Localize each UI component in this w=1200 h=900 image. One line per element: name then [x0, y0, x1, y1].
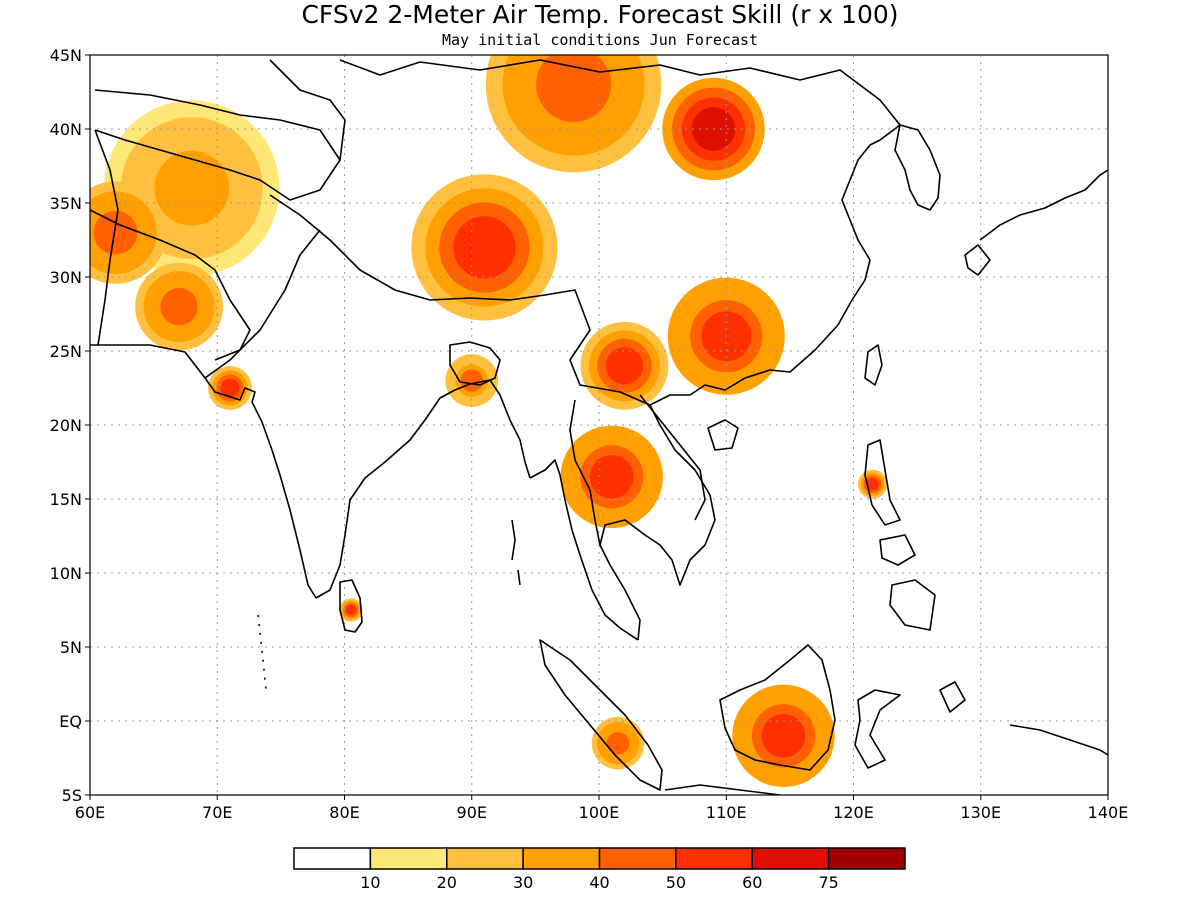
skill-contour [589, 454, 634, 499]
graticule [90, 55, 1108, 795]
border-central-asia [94, 89, 341, 201]
colorbar-swatch [827, 847, 906, 870]
colorbar-label: 60 [742, 873, 762, 892]
map-subtitle: May initial conditions Jun Forecast [442, 31, 758, 49]
lat-tick-label: 45N [50, 46, 82, 65]
lat-tick-label: 5N [60, 638, 82, 657]
skill-contour [761, 713, 806, 758]
colorbar-label: 30 [513, 873, 533, 892]
border-himalaya [269, 194, 651, 406]
coastline-korea [894, 124, 941, 211]
coastline-sulawesi [854, 689, 901, 769]
coastline-borneo [719, 644, 836, 771]
border-india-pakistan [204, 229, 321, 379]
lat-tick-label: 20N [50, 416, 82, 435]
colorbar: 10 20 30 40 50 60 75 [293, 847, 906, 892]
coastline-andaman [511, 519, 521, 586]
lat-tick-label: EQ [59, 712, 82, 731]
border-bangladesh [449, 341, 501, 386]
lon-tick-label: 110E [706, 803, 747, 822]
lon-tick-label: 60E [75, 803, 105, 822]
skill-contour [606, 731, 630, 755]
coastline-luzon [864, 439, 901, 526]
lat-tick-label: 5S [62, 786, 82, 805]
coastline-sumatra [539, 639, 663, 791]
colorbar-swatch [293, 847, 372, 870]
border-pakistan-afghan [90, 209, 251, 361]
colorbar-swatch [751, 847, 830, 870]
skill-contour [536, 55, 611, 123]
colorbar-label: 50 [666, 873, 686, 892]
lat-tick-label: 40N [50, 120, 82, 139]
coastline-halmahera [939, 681, 966, 713]
coastline-new-guinea [1009, 724, 1108, 756]
coastline-indochina [599, 139, 881, 641]
colorbar-label: 20 [437, 873, 457, 892]
coastline-japan [979, 169, 1108, 241]
border-laos-vietnam [639, 394, 706, 521]
lon-tick-label: 140E [1088, 803, 1129, 822]
lon-tick-label: 100E [579, 803, 620, 822]
coastline-java [664, 784, 781, 795]
colorbar-swatch [369, 847, 448, 870]
skill-contour [460, 369, 483, 392]
border-myanmar-thailand [569, 399, 601, 546]
skill-contour [154, 150, 230, 226]
colorbar-swatch [446, 847, 524, 870]
coastline-india-east [315, 379, 531, 599]
coastlines [90, 59, 1108, 795]
coastline-taiwan [864, 344, 883, 386]
skill-contour [345, 605, 356, 615]
colorbar-label: 75 [818, 873, 838, 892]
border-kazakhstan-china [269, 59, 346, 161]
colorbar-swatch [598, 847, 677, 870]
lat-tick-label: 30N [50, 268, 82, 287]
colorbar-swatch [522, 847, 601, 870]
colorbar-label: 40 [589, 873, 609, 892]
skill-contour [866, 477, 879, 491]
lon-tick-label: 130E [960, 803, 1001, 822]
border-korea-china [879, 124, 901, 141]
border-iran [94, 129, 119, 346]
lon-tick-label: 90E [457, 803, 487, 822]
colorbar-label: 10 [360, 873, 380, 892]
border-china-north [339, 59, 901, 126]
lon-tick-label: 70E [202, 803, 232, 822]
lon-tick-label: 120E [833, 803, 874, 822]
coastline-india-west [90, 344, 317, 599]
lat-tick-label: 15N [50, 490, 82, 509]
coastline-sri-lanka [339, 579, 363, 633]
coastline-visayas [879, 534, 916, 566]
lat-tick-label: 25N [50, 342, 82, 361]
colorbar-swatch [675, 847, 753, 870]
skill-contour [220, 378, 240, 398]
lat-tick-label: 35N [50, 194, 82, 213]
skill-contour [93, 210, 138, 255]
skill-contour [453, 216, 516, 279]
coastline-japan-south [964, 244, 991, 276]
coastline-hainan [707, 419, 739, 451]
skill-contour [605, 347, 644, 385]
skill-contour [160, 287, 198, 326]
lat-tick-label: 10N [50, 564, 82, 583]
coastline-mindanao [889, 579, 936, 631]
map-title: CFSv2 2-Meter Air Temp. Forecast Skill (… [301, 0, 898, 29]
skill-shading-layer [90, 55, 888, 788]
map-area [90, 55, 1108, 795]
lon-tick-label: 80E [329, 803, 359, 822]
coastline-malay-west [529, 459, 639, 641]
